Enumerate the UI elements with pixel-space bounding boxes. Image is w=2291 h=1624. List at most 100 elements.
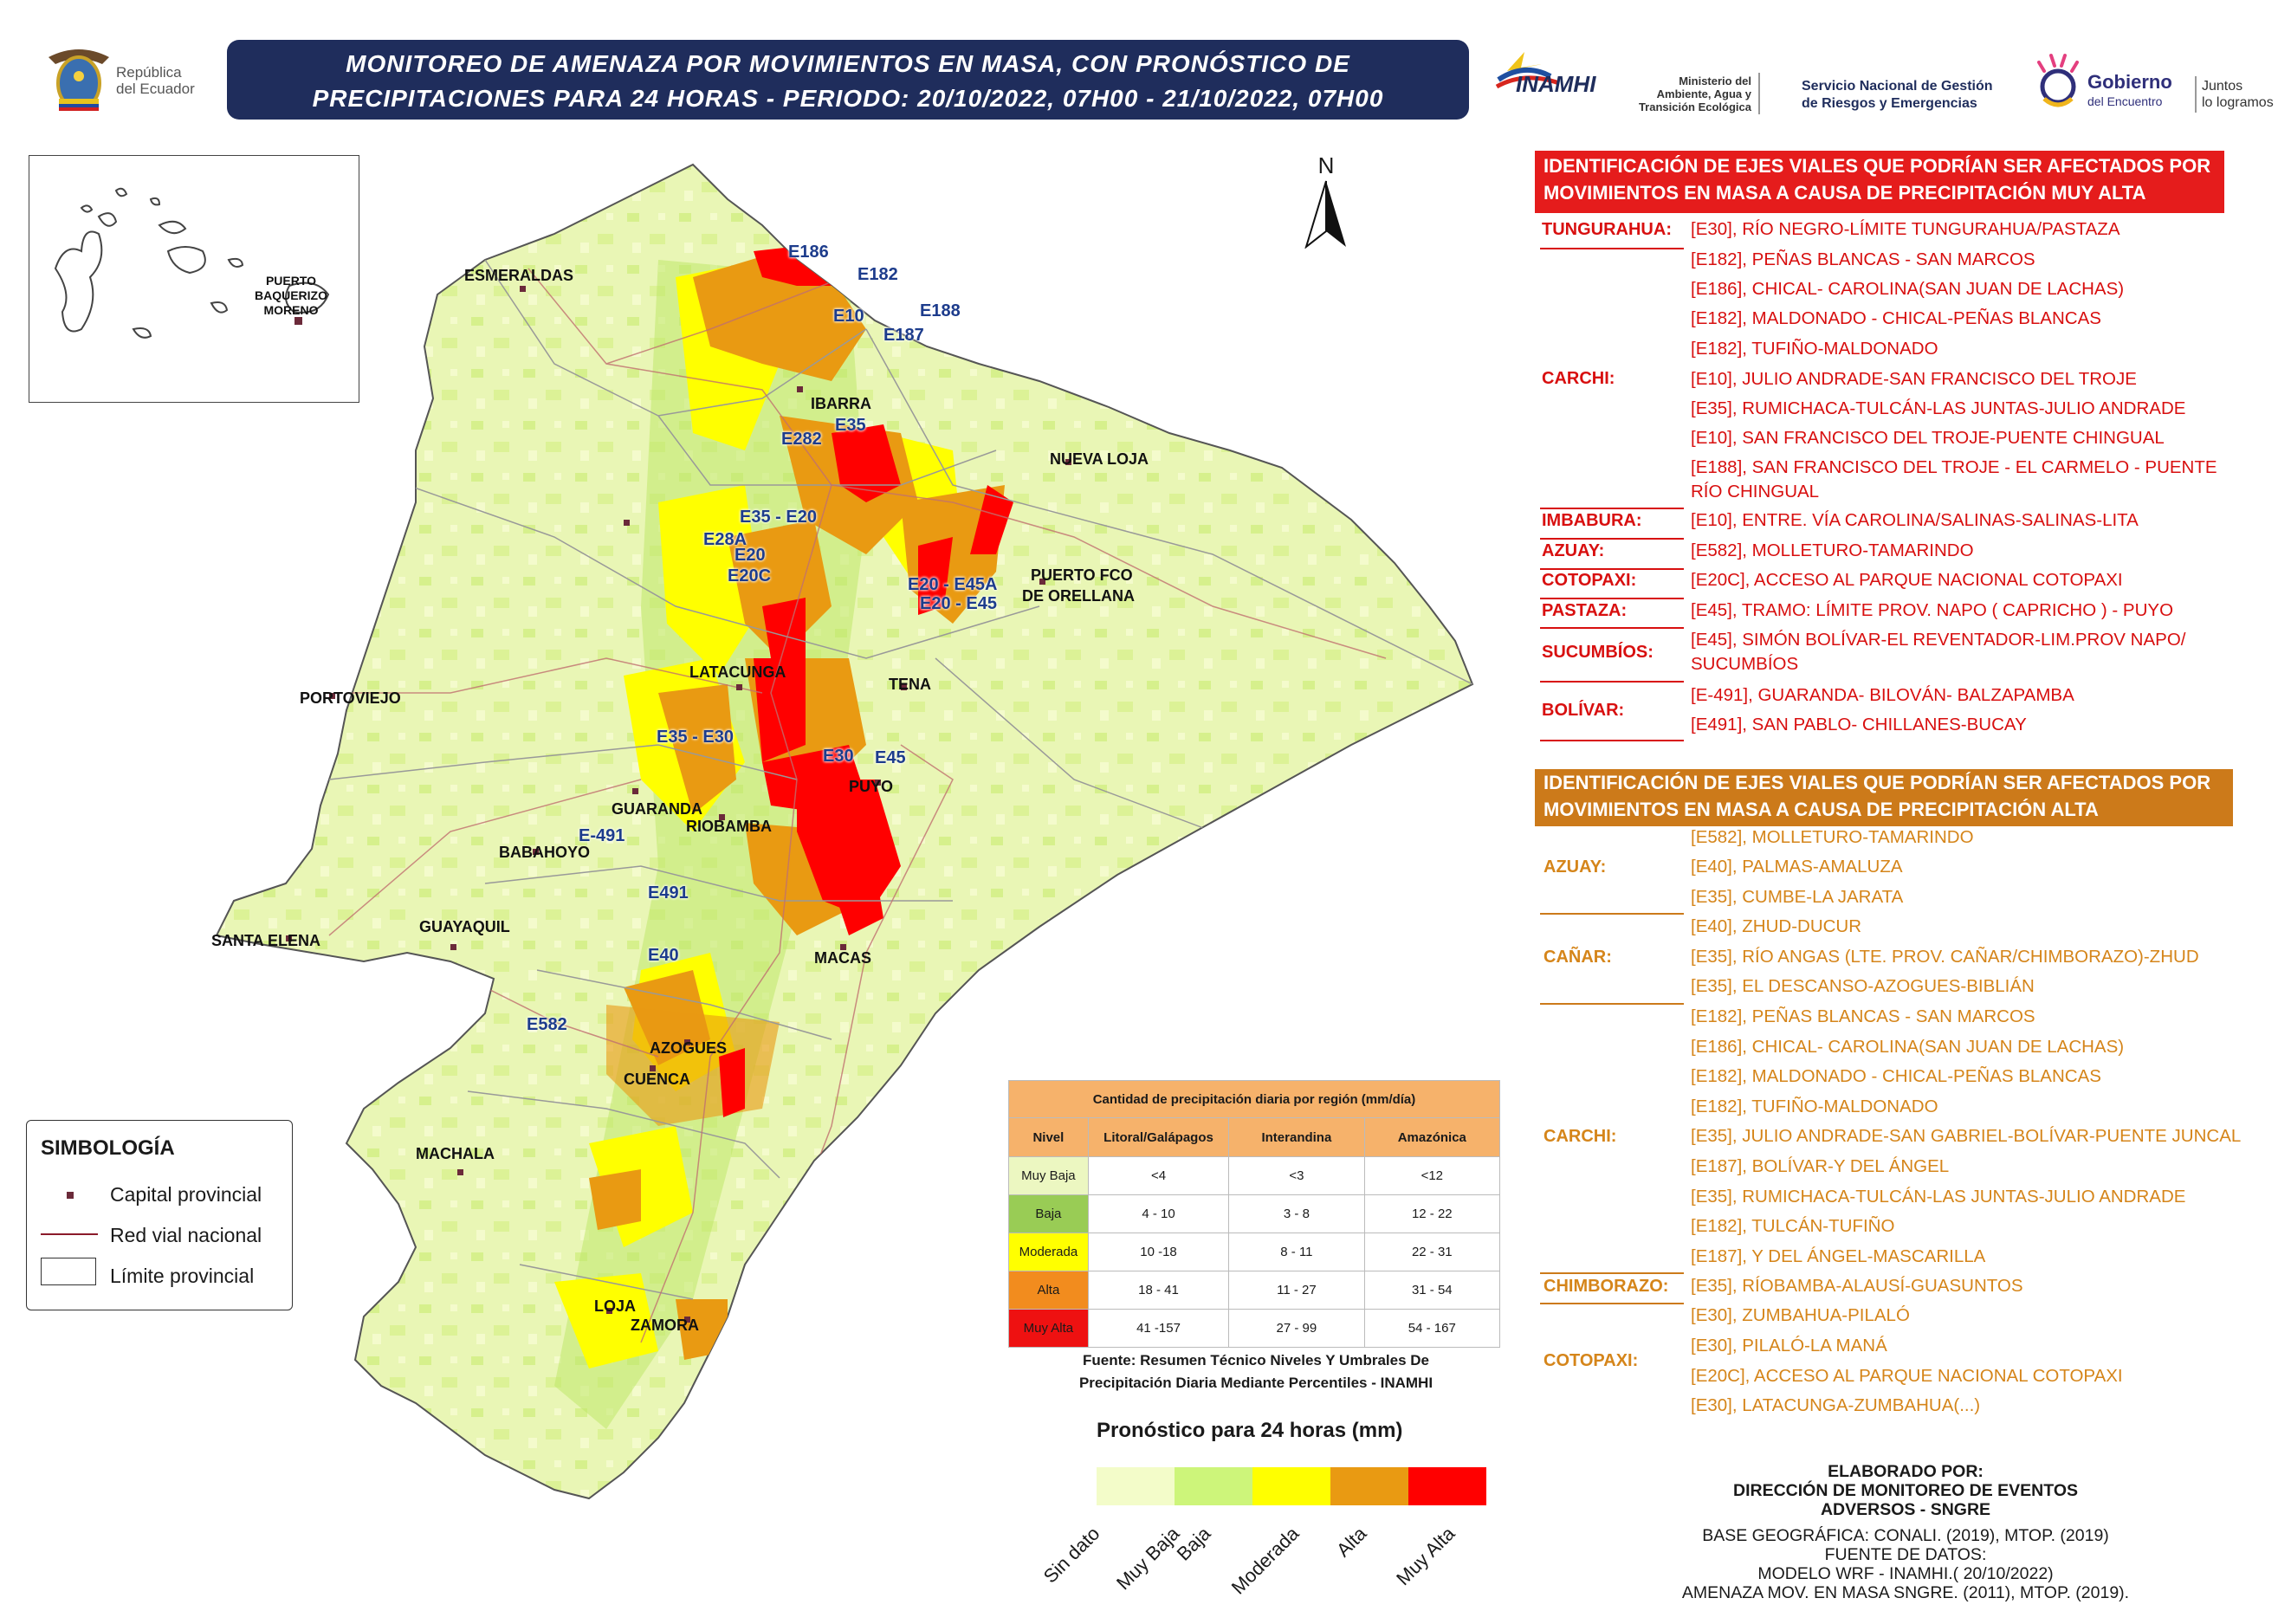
sngre-text: Servicio Nacional de Gestión de Riesgos … [1802,78,1993,113]
route-label: E40 [648,946,679,965]
road-item: [E40], ZHUD-DUCUR [1691,916,1862,936]
road-item: [E35], CUMBE-LA JARATA [1691,887,1904,907]
table-source: Fuente: Resumen Técnico Niveles Y Umbral… [1031,1349,1481,1394]
province-label: CARCHI: [1542,369,1615,388]
road-item: [E20C], ACCESO AL PARQUE NACIONAL COTOPA… [1691,570,2123,590]
road-item: [E186], CHICAL- CAROLINA(SAN JUAN DE LAC… [1691,1037,2125,1057]
road-item: [E45], TRAMO: LÍMITE PROV. NAPO ( CAPRIC… [1691,600,2174,620]
table-header: Amazónica [1363,1117,1501,1157]
level-cell: Muy Baja [1008,1156,1089,1195]
route-label: E20 - E45 [920,594,997,613]
inset-label-line2: BAQUERIZO [255,288,327,302]
province-boundaries [328,259,1472,1300]
road-item: [E30], RÍO NEGRO-LÍMITE TUNGURAHUA/PASTA… [1691,219,2120,239]
inset-label-line3: MORENO [263,303,319,317]
value-cell: 54 - 167 [1363,1309,1501,1348]
muy-alta-header-line1: IDENTIFICACIÓN DE EJES VIALES QUE PODRÍA… [1544,155,2211,177]
table-row: Moderada 10 -18 8 - 11 22 - 31 [1008,1233,1501,1271]
road-item: SUCUMBÍOS [1691,654,1799,674]
value-cell: 31 - 54 [1363,1271,1501,1310]
road-item: [E182], TUFIÑO-MALDONADO [1691,339,1938,359]
province-label: AZUAY: [1544,857,1607,877]
province-label: PASTAZA: [1542,601,1628,620]
separator [1540,1272,1684,1274]
capital-symbol-icon [67,1192,74,1199]
separator [1540,598,1684,599]
north-arrow: N [1303,152,1349,249]
route-label: E582 [527,1015,567,1034]
value-cell: 22 - 31 [1363,1233,1501,1271]
muy-alta-section: IDENTIFICACIÓN DE EJES VIALES QUE PODRÍA… [1535,151,2228,750]
credits-line6: MODELO WRF - INAMHI.( 20/10/2022) [1757,1564,2054,1583]
north-label: N [1317,152,1335,178]
road-item: [E20C], ACCESO AL PARQUE NACIONAL COTOPA… [1691,1366,2123,1386]
province-label: CARCHI: [1544,1127,1617,1146]
road-item: [E182], MALDONADO - CHICAL-PEÑAS BLANCAS [1691,308,2101,328]
separator [1540,913,1684,915]
value-cell: <3 [1228,1156,1365,1195]
ministerio-text: Ministerio del Ambiente, Agua y Transici… [1613,74,1751,113]
muy-alta-list: TUNGURAHUA: [E30], RÍO NEGRO-LÍMITE TUNG… [1535,213,2228,750]
city-label: BABAHOYO [499,844,591,861]
table-row: Muy Baja <4 <3 <12 [1008,1156,1501,1195]
muy-alta-header-line2: MOVIMIENTOS EN MASA A CAUSA DE PRECIPITA… [1544,182,2146,204]
road-item: [E188], SAN FRANCISCO DEL TROJE - EL CAR… [1691,457,2217,477]
road-item: [E35], EL DESCANSO-AZOGUES-BIBLIÁN [1691,976,2035,996]
city-label: GUAYAQUIL [419,918,510,935]
legend-item-capital: Capital provincial [110,1183,262,1206]
city-label: LATACUNGA [689,663,786,681]
road-item: [E30], LATACUNGA-ZUMBAHUA(...) [1691,1395,1981,1415]
scale-swatch-muy-alta [1408,1467,1486,1505]
value-cell: <4 [1087,1156,1230,1195]
source-line1: Fuente: Resumen Técnico Niveles Y Umbral… [1083,1352,1429,1368]
road-item: [E187], BOLÍVAR-Y DEL ÁNGEL [1691,1156,1950,1176]
value-cell: 8 - 11 [1228,1233,1365,1271]
alta-section: IDENTIFICACIÓN DE EJES VIALES QUE PODRÍA… [1535,769,2241,1450]
road-item: [E35], RUMICHACA-TULCÁN-LAS JUNTAS-JULIO… [1691,1187,2186,1207]
table-row: Alta 18 - 41 11 - 27 31 - 54 [1008,1271,1501,1310]
gobierno-logo-mark [2032,50,2084,113]
capital-markers [286,286,1071,1323]
inamhi-logo: INAMHI [1490,45,1611,114]
ecuador-map [215,163,1474,1500]
alta-header: IDENTIFICACIÓN DE EJES VIALES QUE PODRÍA… [1535,769,2233,826]
road-item: [E-491], GUARANDA- BILOVÁN- BALZAPAMBA [1691,685,2074,705]
separator [1540,568,1684,570]
muy-alta-header: IDENTIFICACIÓN DE EJES VIALES QUE PODRÍA… [1535,151,2224,213]
route-label: E20 - E45A [908,575,998,594]
province-label: COTOPAXI: [1542,571,1637,590]
republica-line1: República [116,64,182,81]
province-label: IMBABURA: [1542,511,1642,530]
scale-swatch-moderada [1252,1467,1330,1505]
province-label: COTOPAXI: [1544,1351,1639,1370]
route-label: E35 [835,416,866,435]
road-item: [E30], ZUMBAHUA-PILALÓ [1691,1305,1910,1325]
separator [1540,538,1684,540]
table-title: Cantidad de precipitación diaria por reg… [1008,1080,1500,1118]
province-label: TUNGURAHUA: [1542,220,1672,239]
road-item: RÍO CHINGUAL [1691,482,1820,501]
city-label: LOJA [594,1297,637,1315]
gobierno-line2: del Encuentro [2087,94,2163,108]
road-item: [E30], PILALÓ-LA MANÁ [1691,1336,1887,1355]
credits-line3: ADVERSOS - SNGRE [1820,1500,1991,1519]
city-label: MACAS [814,949,871,967]
road-item: [E40], PALMAS-AMALUZA [1691,857,1903,877]
inamhi-text: INAMHI [1516,71,1596,97]
sngre-line2: de Riesgos y Emergencias [1802,96,1977,111]
road-item: [E182], TUFIÑO-MALDONADO [1691,1097,1938,1116]
route-label: E10 [833,307,864,326]
route-label: E182 [858,265,898,284]
boundary-symbol-icon [41,1258,96,1285]
credits-line7: AMENAZA MOV. EN MASA SNGRE. (2011), MTOP… [1681,1583,2130,1602]
legend-title: SIMBOLOGÍA [41,1136,175,1160]
value-cell: 4 - 10 [1087,1194,1230,1233]
city-label: PUERTO FCO [1031,566,1133,584]
ecuador-coat-of-arms-logo [43,38,114,121]
road-item: [E187], Y DEL ÁNGEL-MASCARILLA [1691,1246,1986,1266]
precipitation-table: Cantidad de precipitación diaria por reg… [1008,1080,1501,1348]
level-cell: Alta [1008,1271,1089,1310]
road-item: [E35], RÍOBAMBA-ALAUSÍ-GUASUNTOS [1691,1276,2023,1296]
province-label: CHIMBORAZO: [1544,1277,1669,1296]
credits-line4: BASE GEOGRÁFICA: CONALI. (2019), MTOP. (… [1702,1526,2109,1545]
